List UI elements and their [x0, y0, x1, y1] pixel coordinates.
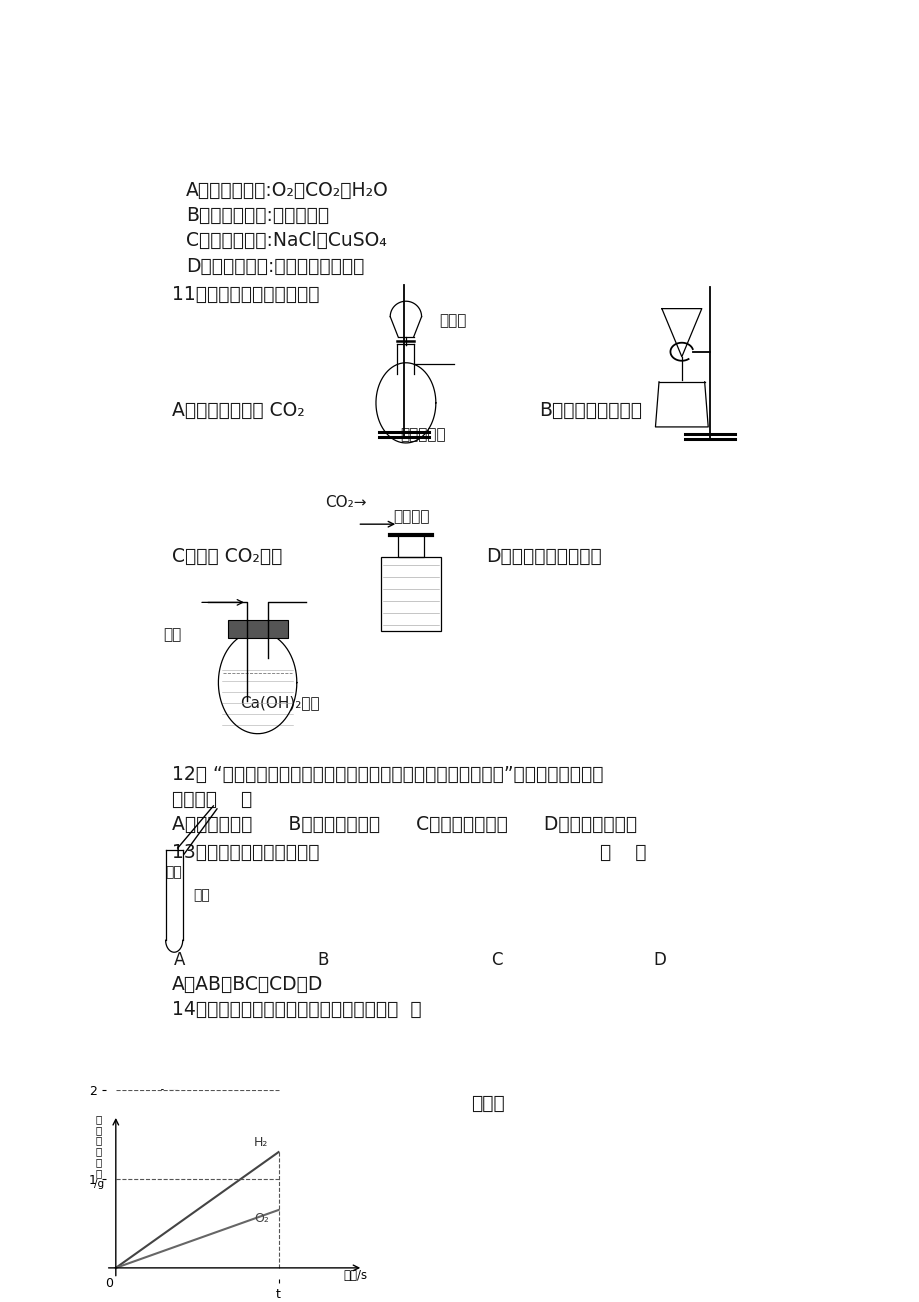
- Text: C．收集 CO₂气体: C．收集 CO₂气体: [172, 547, 282, 566]
- Text: A: A: [174, 952, 185, 969]
- Text: 毛玻璃片: 毛玻璃片: [392, 509, 429, 525]
- Text: D: D: [652, 952, 665, 969]
- Text: H₂: H₂: [254, 1135, 268, 1148]
- Text: 14．下列图象能正确反映其对应关系的是（  ）: 14．下列图象能正确反映其对应关系的是（ ）: [172, 1000, 421, 1019]
- Text: （    ）: （ ）: [599, 842, 646, 862]
- Text: C．由离子构成:NaCl、CuSO₄: C．由离子构成:NaCl、CuSO₄: [186, 232, 387, 250]
- Text: 电解水: 电解水: [471, 1094, 505, 1113]
- Text: O₂: O₂: [254, 1212, 268, 1225]
- Text: 12． “拥有天蓝，地绿、水净的美好家园，是每个中国人的梦想”下列做法违背该理: 12． “拥有天蓝，地绿、水净的美好家园，是每个中国人的梦想”下列做法违背该理: [172, 764, 603, 784]
- Text: 念的是（    ）: 念的是（ ）: [172, 790, 252, 809]
- Bar: [398, 535, 424, 557]
- Text: 0: 0: [106, 1277, 113, 1290]
- Text: 13．正确的基本实验操作是: 13．正确的基本实验操作是: [172, 842, 319, 862]
- Text: 11．下列实验操作正确的是: 11．下列实验操作正确的是: [172, 285, 319, 303]
- Bar: [227, 621, 288, 638]
- Text: C: C: [491, 952, 503, 969]
- Text: A．由分子构成:O₂、CO₂、H₂O: A．由分子构成:O₂、CO₂、H₂O: [186, 181, 389, 201]
- Text: 生
成
气
体
质
量
/g: 生 成 气 体 质 量 /g: [94, 1115, 104, 1189]
- Text: 气体: 气体: [164, 628, 182, 642]
- Text: 濃硫酸: 濃硫酸: [439, 314, 466, 328]
- Text: B．由原子构成:铁、铜、金: B．由原子构成:铁、铜、金: [186, 207, 329, 225]
- Text: 块状石灰石: 块状石灰石: [400, 427, 446, 441]
- Text: A．多植树造林      B．开发绿色能源      C．焚烧废旧塑料      D．减少煤的燃烧: A．多植树造林 B．开发绿色能源 C．焚烧废旧塑料 D．减少煤的燃烧: [172, 815, 637, 833]
- Text: B: B: [317, 952, 328, 969]
- Text: Ca(OH)₂溶液: Ca(OH)₂溶液: [240, 695, 319, 711]
- Text: D．含有氧元素:水、空气、氯化氢: D．含有氧元素:水、空气、氯化氢: [186, 256, 364, 276]
- Text: A．快速制备大量 CO₂: A．快速制备大量 CO₂: [172, 401, 304, 419]
- Text: 锶粒: 锶粒: [165, 865, 181, 879]
- Text: A．: A．: [156, 1087, 180, 1107]
- Text: CO₂→: CO₂→: [325, 495, 367, 510]
- Text: 镊子: 镊子: [193, 888, 210, 902]
- Text: 时间/s: 时间/s: [344, 1268, 368, 1281]
- Text: D．检验二氧化碳气体: D．检验二氧化碳气体: [485, 547, 601, 566]
- Text: B．分离沉淠碳酸馒: B．分离沉淠碳酸馒: [539, 401, 641, 419]
- Text: A．AB．BC．CD．D: A．AB．BC．CD．D: [172, 975, 323, 995]
- Bar: [380, 557, 440, 631]
